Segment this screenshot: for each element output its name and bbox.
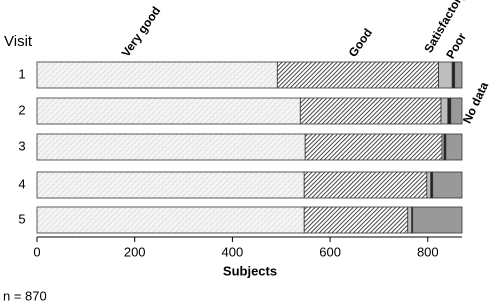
bar-segment	[303, 171, 428, 199]
bar-segment	[36, 206, 305, 234]
x-tick-label: 600	[319, 244, 341, 259]
y-axis-label: Visit	[4, 33, 33, 50]
bar-segment	[450, 97, 463, 125]
annotation: n = 870	[3, 288, 47, 303]
bar-segment	[426, 171, 432, 199]
y-tick-label: 4	[18, 176, 25, 191]
bar-segment	[440, 97, 449, 125]
legend-label: No data	[460, 80, 491, 126]
bar-segment	[303, 206, 409, 234]
bar-segment	[454, 61, 463, 89]
bar-segment	[304, 133, 443, 161]
y-tick-label: 5	[18, 211, 25, 226]
legend-label: Good	[346, 26, 375, 60]
bar-segment	[36, 61, 278, 89]
x-tick-label: 400	[222, 244, 244, 259]
y-tick-label: 3	[18, 138, 25, 153]
bar-segment	[432, 171, 463, 199]
bar-segment	[276, 61, 439, 89]
x-tick-label: 200	[124, 244, 146, 259]
bar-segment	[36, 171, 305, 199]
legend-label: Poor	[443, 30, 469, 61]
y-tick-label: 1	[18, 66, 25, 81]
bar-segment	[299, 97, 442, 125]
x-tick-label: 800	[417, 244, 439, 259]
bar-segment	[447, 97, 452, 125]
bar-segment	[407, 206, 413, 234]
legend-label: Very good	[119, 4, 164, 60]
x-axis-label: Subjects	[223, 263, 277, 278]
bar-segment	[445, 133, 463, 161]
y-tick-label: 2	[18, 102, 25, 117]
bar-segment	[36, 97, 301, 125]
bar-segment	[438, 61, 453, 89]
bar-segment	[36, 133, 306, 161]
bar-segment	[412, 206, 463, 234]
x-tick-label: 0	[33, 244, 40, 259]
